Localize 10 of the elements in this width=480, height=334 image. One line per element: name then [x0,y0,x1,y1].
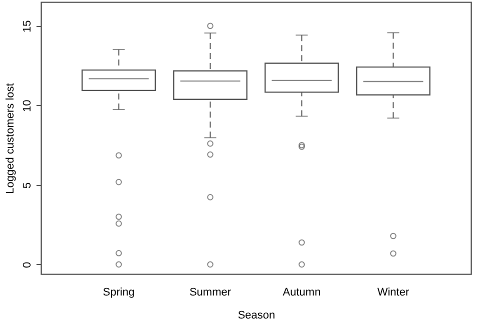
y-tick-label: 15 [22,20,34,32]
x-tick-label: Summer [189,286,232,298]
y-tick-label: 0 [22,262,34,268]
y-tick-label: 5 [22,182,34,188]
y-tick-label: 10 [22,100,34,112]
x-axis-title: Season [238,310,276,322]
x-tick-label: Winter [377,286,410,298]
x-tick-label: Spring [102,286,135,298]
x-tick-label: Autumn [282,286,321,298]
y-axis-title: Logged customers lost [4,83,16,194]
